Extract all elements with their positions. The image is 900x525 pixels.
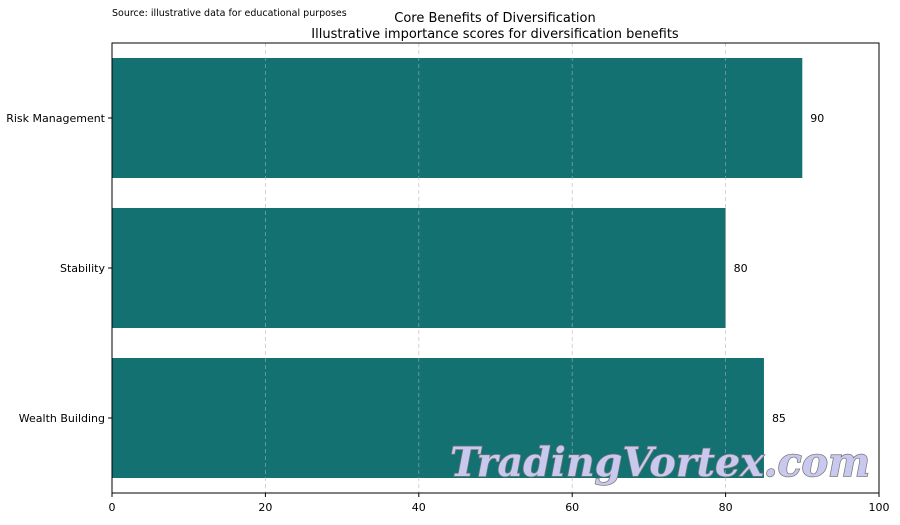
x-tick-label: 40 bbox=[412, 501, 426, 514]
watermark-text: TradingVortex.com bbox=[450, 439, 870, 486]
source-note: Source: illustrative data for educationa… bbox=[112, 8, 347, 19]
watermark: TradingVortex.com bbox=[449, 438, 871, 487]
bar bbox=[112, 358, 764, 478]
chart-subtitle: Illustrative importance scores for diver… bbox=[311, 27, 679, 42]
x-tick-label: 60 bbox=[565, 501, 579, 514]
x-tick-label: 100 bbox=[869, 501, 890, 514]
x-tick-label: 20 bbox=[258, 501, 272, 514]
data-label: 80 bbox=[734, 262, 748, 275]
y-tick-label: Risk Management bbox=[6, 112, 105, 125]
y-tick-label: Wealth Building bbox=[19, 412, 105, 425]
bar bbox=[112, 58, 803, 178]
x-tick-label: 0 bbox=[109, 501, 116, 514]
y-tick-label: Stability bbox=[60, 262, 106, 275]
chart-title: Core Benefits of Diversification bbox=[394, 11, 595, 26]
data-label: 85 bbox=[772, 412, 786, 425]
data-label: 90 bbox=[810, 112, 824, 125]
x-tick-label: 80 bbox=[719, 501, 733, 514]
